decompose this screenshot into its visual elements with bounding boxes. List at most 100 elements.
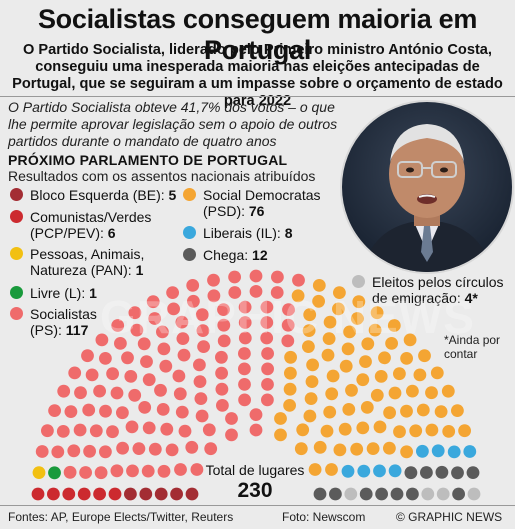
seat-dot [261, 347, 274, 360]
legend-ps-value: 117 [65, 322, 89, 338]
seat-dot [274, 428, 287, 442]
portrait-photo [340, 100, 514, 274]
seat-dot [260, 316, 274, 329]
seat-dot [194, 392, 208, 405]
seat-dot [47, 487, 60, 501]
legend-pcp-label-1: Comunistas/Verdes [30, 209, 152, 225]
seat-dot [93, 487, 106, 501]
seat-dot [81, 349, 94, 363]
legend-chega-value: 12 [252, 247, 268, 263]
seat-dot [284, 350, 297, 364]
footer-copyright: © GRAPHIC NEWS [396, 510, 503, 524]
legend-livre: Livre (L): 1 [10, 285, 200, 301]
seat-dot [339, 359, 353, 373]
legend-dot-livre [10, 286, 23, 299]
seat-dot [215, 350, 228, 364]
seat-dot [393, 367, 406, 381]
seat-dot [57, 384, 71, 398]
seat-dot [77, 487, 91, 501]
seat-dot [425, 386, 438, 400]
legend-chega: Chega: 12 [183, 247, 343, 263]
seat-dot [441, 384, 455, 398]
seat-dot [291, 289, 305, 303]
legend-il-value: 8 [284, 225, 293, 241]
seat-dot [110, 386, 124, 400]
page-subtitle: O Partido Socialista, liderado pelo Prim… [12, 42, 503, 109]
seat-dot [406, 384, 419, 398]
seat-dot [467, 487, 481, 501]
seat-dot [31, 487, 45, 501]
seat-dot [64, 405, 78, 418]
seat-dot [106, 367, 119, 381]
seat-dot [451, 466, 464, 480]
seat-dot [296, 423, 310, 437]
seat-dot [431, 444, 445, 458]
seat-dot [114, 337, 127, 350]
seat-dot [390, 487, 404, 501]
legend-dot-il [183, 226, 196, 239]
seat-dot [156, 325, 169, 339]
seat-dot [190, 463, 204, 476]
seat-dot [373, 420, 387, 434]
seat-dot [62, 487, 76, 501]
seat-dot [345, 383, 358, 397]
seat-dot [121, 351, 134, 365]
seat-dot [94, 466, 108, 480]
legend-livre-value: 1 [89, 285, 97, 301]
legend-emigration: Eleitos pelos círculos de emigração: 4* [352, 274, 512, 308]
seat-dot [51, 445, 65, 459]
seat-dot [207, 289, 221, 303]
legend-pan-label-2: Natureza (PAN): [30, 262, 132, 278]
seat-dot [170, 487, 184, 501]
seat-dot [341, 342, 355, 356]
seat-dot [326, 369, 340, 383]
seat-dot [99, 404, 112, 418]
seat-dot [56, 425, 70, 438]
seat-dot [302, 340, 315, 353]
seat-dot [95, 333, 109, 347]
seat-dot [137, 337, 151, 351]
seat-dot [430, 366, 444, 380]
seat-dot [418, 349, 431, 363]
seat-dot [375, 487, 388, 501]
seat-dot [48, 404, 61, 417]
seat-dot [89, 424, 103, 438]
seat-dot [283, 399, 296, 412]
legend-dot-be [10, 188, 23, 201]
seat-dot [141, 464, 155, 478]
seat-dot [215, 382, 229, 396]
seat-dot [260, 300, 274, 314]
seat-dot [185, 487, 199, 501]
footer-sources: Fontes: AP, Europe Elects/Twitter, Reute… [8, 510, 234, 524]
footnote-line-2: contar [444, 347, 478, 361]
legend-be-value: 5 [168, 187, 177, 203]
seat-dot [204, 442, 218, 456]
watermark: GRAPHIC NEWS [100, 291, 475, 343]
seat-dot [154, 383, 167, 397]
seat-dot [413, 368, 427, 382]
seat-dot [308, 463, 322, 476]
seat-dot [106, 425, 119, 439]
seat-dot [463, 445, 477, 458]
seat-dot [302, 324, 316, 337]
seat-dot [216, 399, 229, 412]
seat-dot [333, 286, 346, 299]
seat-dot [420, 466, 433, 479]
legend-ps-label-2: (PS): [30, 322, 62, 338]
seat-dot [165, 443, 179, 457]
legend-pcp-value: 6 [107, 225, 116, 241]
legend-psd: Social Democratas (PSD): 76 [183, 187, 343, 221]
seat-dot [79, 466, 92, 479]
seat-dot [108, 487, 122, 501]
seat-dot [193, 358, 206, 372]
legend-il-label: Liberais (IL): [203, 225, 281, 241]
seat-dot [217, 334, 231, 348]
seat-dot [322, 332, 336, 345]
seat-dot [343, 325, 356, 339]
portrait-illustration [362, 124, 492, 272]
seat-dot [447, 445, 461, 459]
seat-dot [393, 425, 406, 439]
seat-dot [383, 441, 396, 455]
seat-dot [138, 401, 152, 414]
